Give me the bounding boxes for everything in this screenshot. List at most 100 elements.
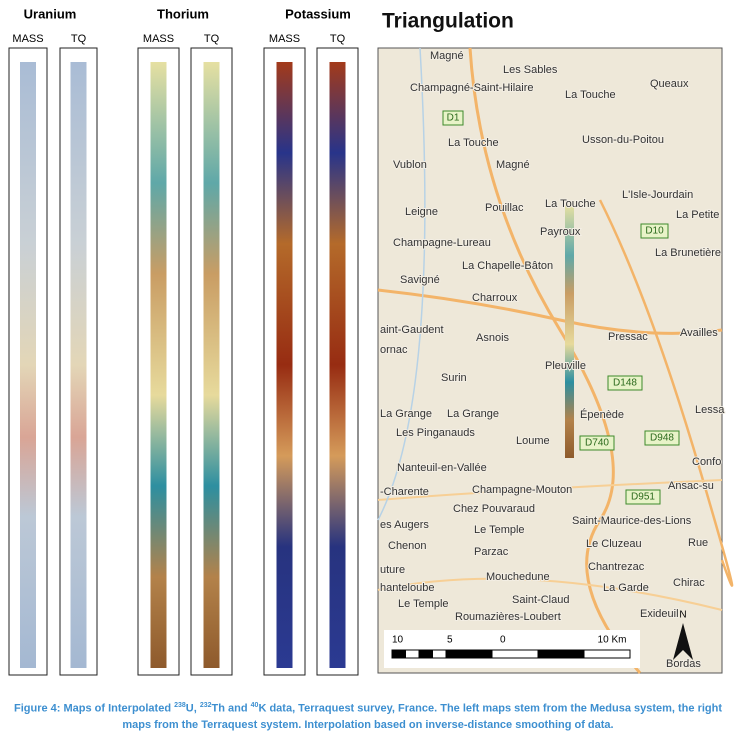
panel-box [190,47,233,676]
scale-segment [432,649,447,659]
place-label: La Garde [603,582,649,594]
survey-strip [565,205,574,458]
panel-title: Uranium [24,6,77,21]
place-labels: Magné Les Sables Champagné-Saint-Hilaire La… [379,49,726,671]
data-strip [150,62,167,668]
scale-segment [418,649,433,659]
place-label: Pouillac [485,202,524,214]
caption-text: U, [185,702,200,715]
place-label: Magné [430,50,464,62]
road-label: D740 [585,438,609,449]
place-label: Champagne-Lureau [393,237,491,249]
place-label: Payroux [540,226,581,238]
road-badge [607,375,643,391]
data-strip [70,62,87,668]
scale-segment [537,649,585,659]
place-label: Ansac-su [668,480,714,492]
place-label: Les Sables [503,64,558,76]
place-label: ornac [380,344,408,356]
data-strip [276,62,293,668]
north-arrow [673,623,693,660]
panel-box [59,47,98,676]
panel-title: Potassium [285,6,351,21]
caption-text: Figure 4: Maps of Interpolated [13,702,175,715]
road-label: D948 [650,433,674,444]
panel-box [316,47,359,676]
road-badge [644,430,680,446]
column-label: MASS [143,33,174,45]
place-label: Pressac [608,331,648,343]
river [377,47,426,521]
scale-box [384,630,640,668]
place-label: uture [380,564,405,576]
caption-superscript: 232 [199,702,212,709]
place-label: Parzac [474,546,509,558]
place-label: Confo [692,456,721,468]
place-label: Le Cluzeau [586,538,642,550]
panel-box [137,47,180,676]
place-label: Leigne [405,206,438,218]
place-label: La Touche [565,89,616,101]
road-label: D10 [645,226,664,237]
figure: Uranium MASS TQ Thorium MASS TQ Potassium MASS T… [8,6,734,676]
column-label: TQ [330,33,346,45]
scale-segment [391,649,406,659]
north-label: N [679,610,686,621]
place-label: La Grange [380,408,432,420]
place-label: Le Temple [474,524,525,536]
place-label: Asnois [476,332,510,344]
panel-title: Thorium [157,6,209,21]
place-label: hanteloube [380,582,434,594]
place-label: Champagné-Saint-Hilaire [410,82,534,94]
place-label: Lessa [695,404,725,416]
place-label: La Brunetière [655,247,721,259]
road-label: D951 [631,492,655,503]
place-label: Chantrezac [588,561,645,573]
place-label: Pleuville [545,360,586,372]
column-label: MASS [269,33,300,45]
scale-label: 0 [500,635,506,646]
place-label: Chenon [388,540,427,552]
caption-superscript: 40 [250,702,259,709]
data-strip [203,62,220,668]
column-label: TQ [71,33,87,45]
place-label: La Grange [447,408,499,420]
place-label: La Petite [676,209,719,221]
scale-label: 10 Km [598,635,627,646]
place-label: es Augers [380,519,429,531]
road-label: D1 [447,113,460,124]
place-label: La Touche [448,137,499,149]
data-strip [20,62,36,668]
scale-segment [583,649,631,659]
strip-panels: Uranium MASS TQ Thorium MASS TQ Potassium MASS T… [8,6,359,676]
road-badge [579,435,615,451]
column-label: MASS [12,33,43,45]
place-label: Vublon [393,159,427,171]
road-label: D148 [613,378,637,389]
scale-bar: 10 5 0 10 Km [391,635,631,659]
place-label: Chez Pouvaraud [453,503,535,515]
place-label: aint-Gaudent [380,324,444,336]
place-label: Nanteuil-en-Vallée [397,462,487,474]
place-label: Mouchedune [486,571,550,583]
road-badge [625,489,661,505]
road [377,577,723,611]
scale-segment [445,649,493,659]
place-label: Queaux [650,78,689,90]
place-label: Savigné [400,274,440,286]
place-label: Champagne-Mouton [472,484,572,496]
caption-text: K data, Terraquest survey, France. The l… [122,702,723,731]
place-label: Usson-du-Poitou [582,134,664,146]
place-label: Loume [516,435,550,447]
data-strip [329,62,346,668]
panel-box [263,47,306,676]
place-label: Chirac [673,577,705,589]
place-label: Charroux [472,292,518,304]
map-title: Triangulation [382,10,514,33]
road [468,47,642,674]
caption-superscript: 238 [174,702,186,709]
road [377,288,723,335]
place-label: Le Temple [398,598,449,610]
column-label: TQ [204,33,220,45]
